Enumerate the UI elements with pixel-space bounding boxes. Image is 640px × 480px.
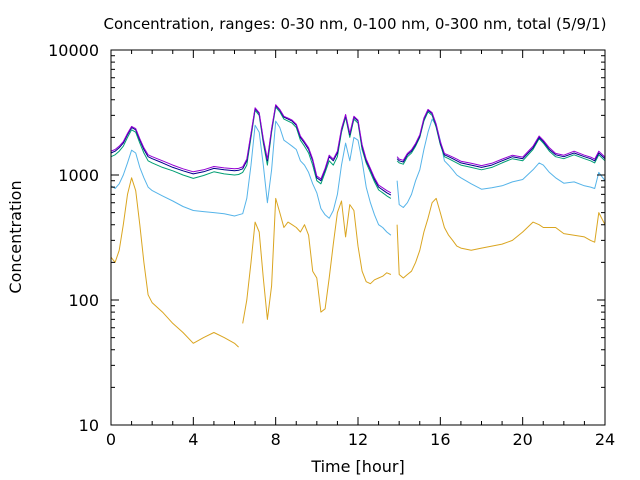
y-axis-title: Concentration xyxy=(6,180,25,293)
series-line-4 xyxy=(110,105,606,196)
x-tick-label: 12 xyxy=(348,430,368,449)
y-tick-label: 100 xyxy=(68,291,99,310)
y-tick-label: 10000 xyxy=(48,41,99,60)
x-axis-title: Time [hour] xyxy=(310,457,404,476)
series-layer xyxy=(110,104,606,348)
x-tick-label: 0 xyxy=(106,430,116,449)
x-tick-label: 16 xyxy=(430,430,450,449)
series-line-2 xyxy=(110,118,606,236)
x-tick-label: 20 xyxy=(512,430,532,449)
x-tick-label: 4 xyxy=(188,430,198,449)
y-tick-label: 1000 xyxy=(58,166,99,185)
ticks-layer: 0 4 8 12 16 20 24 10 100 1000 10000 xyxy=(48,41,615,449)
series-line-5 xyxy=(110,104,606,194)
chart-title: Concentration, ranges: 0-30 nm, 0-100 nm… xyxy=(104,15,607,33)
x-tick-label: 8 xyxy=(271,430,281,449)
x-tick-label: 24 xyxy=(595,430,615,449)
series-line-1 xyxy=(110,177,606,348)
y-tick-label: 10 xyxy=(79,416,99,435)
plot-frame xyxy=(110,49,606,426)
